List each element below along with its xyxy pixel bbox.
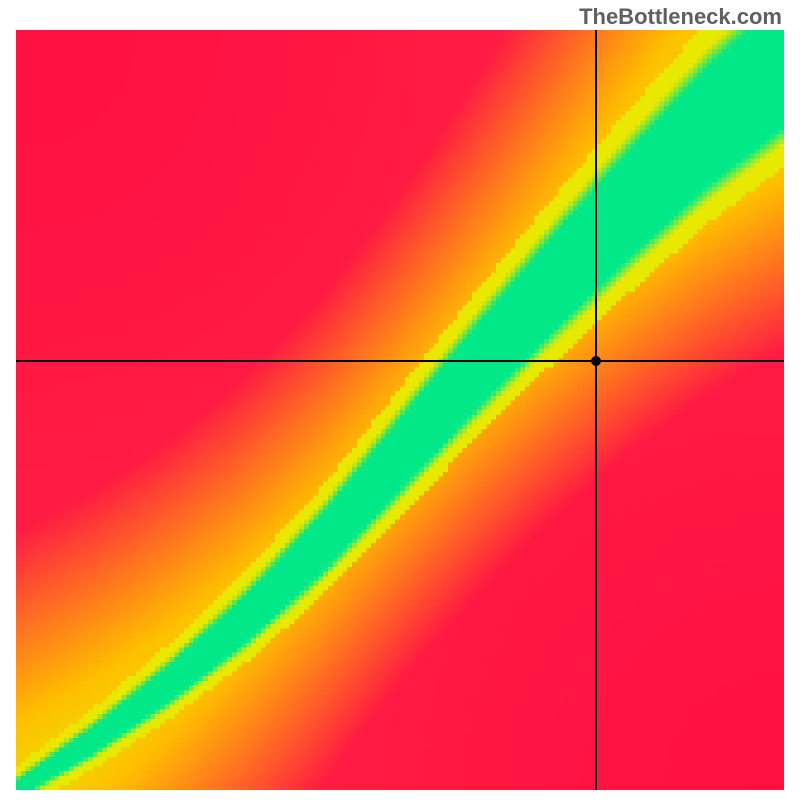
bottleneck-heatmap — [16, 30, 784, 790]
crosshair-horizontal — [16, 360, 784, 362]
crosshair-marker — [591, 356, 601, 366]
watermark-text: TheBottleneck.com — [579, 4, 782, 30]
crosshair-vertical — [595, 30, 597, 790]
chart-container: TheBottleneck.com — [0, 0, 800, 800]
